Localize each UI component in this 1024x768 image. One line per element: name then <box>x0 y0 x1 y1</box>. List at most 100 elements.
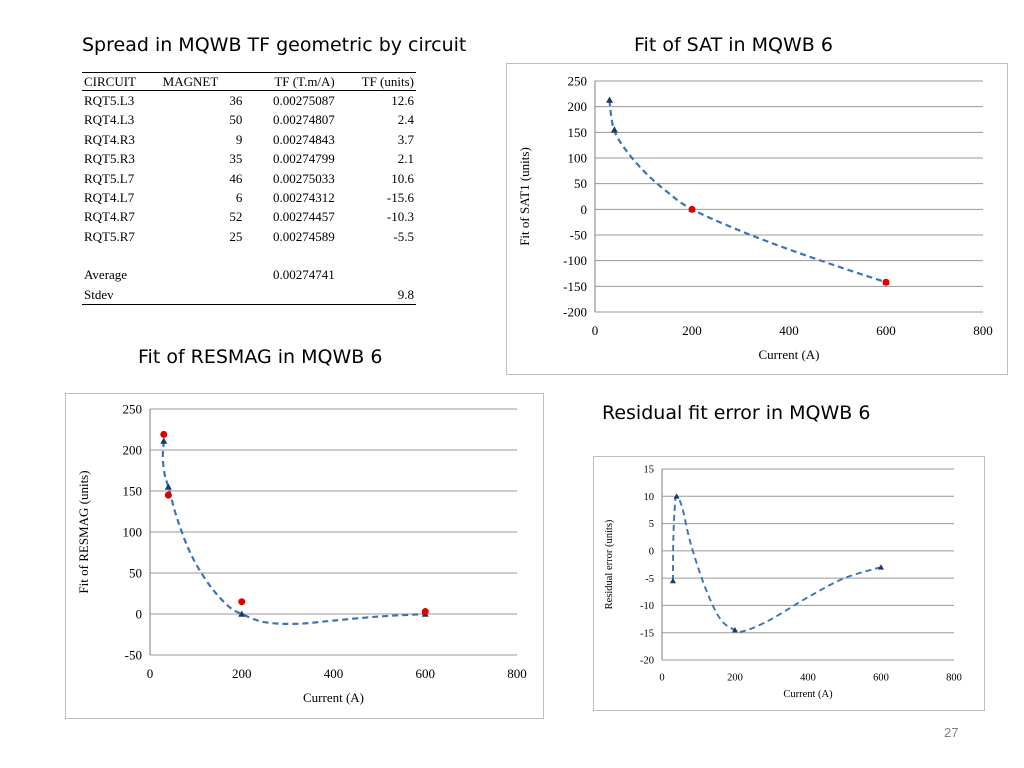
y-tick-label: 200 <box>568 99 588 114</box>
y-axis-label: Fit of RESMAG (units) <box>76 470 91 593</box>
x-tick-label: 200 <box>232 666 252 681</box>
cell-magnet: 9 <box>235 131 243 147</box>
y-tick-label: -50 <box>570 228 587 243</box>
table-header-row: CIRCUIT MAGNET TF (T.m/A) TF (units) <box>82 72 416 91</box>
y-tick-label: -10 <box>640 601 654 612</box>
cell-tf-units: -5.5 <box>393 228 414 244</box>
x-tick-label: 600 <box>416 666 436 681</box>
tf-spread-table: CIRCUIT MAGNET TF (T.m/A) TF (units) RQT… <box>82 72 416 306</box>
cell-tf-tm-a: 0.00274741 <box>273 267 335 283</box>
y-tick-label: 100 <box>123 525 143 540</box>
x-axis-label: Current (A) <box>783 689 833 700</box>
x-tick-label: 0 <box>659 673 664 684</box>
cell-tf-tm-a: 0.00275033 <box>273 170 335 186</box>
cell-circuit: Average <box>84 267 128 283</box>
table-spacer-row <box>82 246 416 265</box>
cell-magnet: 35 <box>229 151 243 167</box>
tf-spread-table-container: CIRCUIT MAGNET TF (T.m/A) TF (units) RQT… <box>82 72 416 306</box>
y-tick-label: 250 <box>568 74 588 89</box>
header-circuit: CIRCUIT <box>82 72 161 91</box>
y-tick-label: 0 <box>581 202 588 217</box>
x-axis-label: Current (A) <box>303 690 364 705</box>
table-row: RQT4.L3 50 0.00274807 2.4 <box>82 110 416 129</box>
table-row: RQT5.L7 46 0.00275033 10.6 <box>82 169 416 188</box>
sat-chart-title: Fit of SAT in MQWB 6 <box>634 34 833 56</box>
y-tick-label: -5 <box>645 574 654 585</box>
data-point-triangle <box>610 126 618 133</box>
cell-tf-tm-a: 0.00274589 <box>273 228 335 244</box>
data-point-triangle <box>160 437 168 444</box>
fit-curve <box>672 495 882 633</box>
table-row: RQT5.R7 25 0.00274589 -5.5 <box>82 227 416 246</box>
data-point-triangle <box>238 610 246 617</box>
y-tick-label: -200 <box>563 305 587 320</box>
cell-magnet: 25 <box>229 228 243 244</box>
fit-curve <box>608 99 887 284</box>
y-tick-label: 150 <box>568 125 588 140</box>
table-row: RQT5.R3 35 0.00274799 2.1 <box>82 149 416 168</box>
y-tick-label: 100 <box>568 151 588 166</box>
cell-circuit: RQT5.R3 <box>84 151 135 167</box>
resmag-chart-svg: -50 0 50 100 150 200 250 0 200 400 600 800 Current (… <box>76 402 527 705</box>
cell-tf-units: 3.7 <box>397 131 414 147</box>
y-axis-label: Fit of SAT1 (units) <box>517 147 532 246</box>
data-point-triangle <box>164 483 172 490</box>
table-row: RQT5.L3 36 0.00275087 12.6 <box>82 91 416 111</box>
x-tick-label: 0 <box>592 323 599 338</box>
cell-tf-units: 2.1 <box>397 151 414 167</box>
y-tick-label: 15 <box>644 465 655 476</box>
cell-tf-tm-a <box>244 284 337 306</box>
sat-chart: -200 -150 -100 -50 0 50 100 150 200 250 0 200 400 600… <box>506 63 1008 375</box>
data-point-triangle <box>606 96 614 103</box>
cell-circuit: RQT4.R7 <box>84 209 135 225</box>
x-tick-label: 400 <box>324 666 344 681</box>
cell-tf-units <box>337 265 416 284</box>
residual-chart-svg: -20 -15 -10 -5 0 5 10 15 0 200 400 600 800 Current (A… <box>604 465 962 700</box>
cell-tf-units: 9.8 <box>336 284 416 306</box>
x-axis-label: Current (A) <box>758 347 819 362</box>
data-point-circle <box>164 491 172 499</box>
header-magnet: MAGNET <box>160 72 245 91</box>
x-tick-label: 0 <box>147 666 154 681</box>
y-tick-label: 250 <box>123 402 143 417</box>
x-tick-label: 600 <box>876 323 896 338</box>
y-tick-label: 10 <box>644 492 655 503</box>
resmag-chart-title: Fit of RESMAG in MQWB 6 <box>138 346 383 368</box>
data-point-circle <box>882 278 890 286</box>
cell-tf-tm-a: 0.00274799 <box>273 151 335 167</box>
y-tick-label: 150 <box>123 484 143 499</box>
x-tick-label: 600 <box>873 673 889 684</box>
table-row: RQT4.L7 6 0.00274312 -15.6 <box>82 188 416 207</box>
cell-tf-units: -15.6 <box>386 190 414 206</box>
cell-circuit: RQT4.R3 <box>84 131 135 147</box>
cell-circuit: RQT4.L7 <box>84 190 135 206</box>
summary-row-average: Average 0.00274741 <box>82 265 416 284</box>
table-row: RQT4.R3 9 0.00274843 3.7 <box>82 130 416 149</box>
table-row: RQT4.R7 52 0.00274457 -10.3 <box>82 207 416 226</box>
y-tick-label: -50 <box>125 648 142 663</box>
data-point-triangle <box>878 564 884 570</box>
resmag-chart: -50 0 50 100 150 200 250 0 200 400 600 800 Current (… <box>65 393 544 719</box>
cell-tf-tm-a: 0.00274807 <box>273 112 335 128</box>
cell-tf-tm-a: 0.00275087 <box>273 93 335 108</box>
cell-tf-units: 12.6 <box>391 93 414 108</box>
y-tick-label: 50 <box>574 176 587 191</box>
y-tick-label: -15 <box>640 628 654 639</box>
header-tf-tm-a: TF (T.m/A) <box>244 72 337 91</box>
cell-tf-units: 10.6 <box>391 170 414 186</box>
cell-magnet: 52 <box>229 209 243 225</box>
data-point-circle <box>238 598 246 606</box>
x-tick-label: 800 <box>507 666 527 681</box>
x-tick-label: 400 <box>779 323 799 338</box>
x-tick-label: 800 <box>946 673 962 684</box>
cell-circuit: RQT5.L3 <box>84 93 135 108</box>
y-tick-label: -100 <box>563 253 587 268</box>
cell-tf-tm-a: 0.00274312 <box>273 190 335 206</box>
cell-magnet: 50 <box>229 112 243 128</box>
fit-curve <box>161 440 426 626</box>
x-tick-label: 200 <box>727 673 743 684</box>
data-point-triangle <box>669 577 676 584</box>
y-tick-label: -150 <box>563 279 587 294</box>
data-point-circle <box>160 430 168 438</box>
cell-tf-units: 2.4 <box>397 112 414 128</box>
